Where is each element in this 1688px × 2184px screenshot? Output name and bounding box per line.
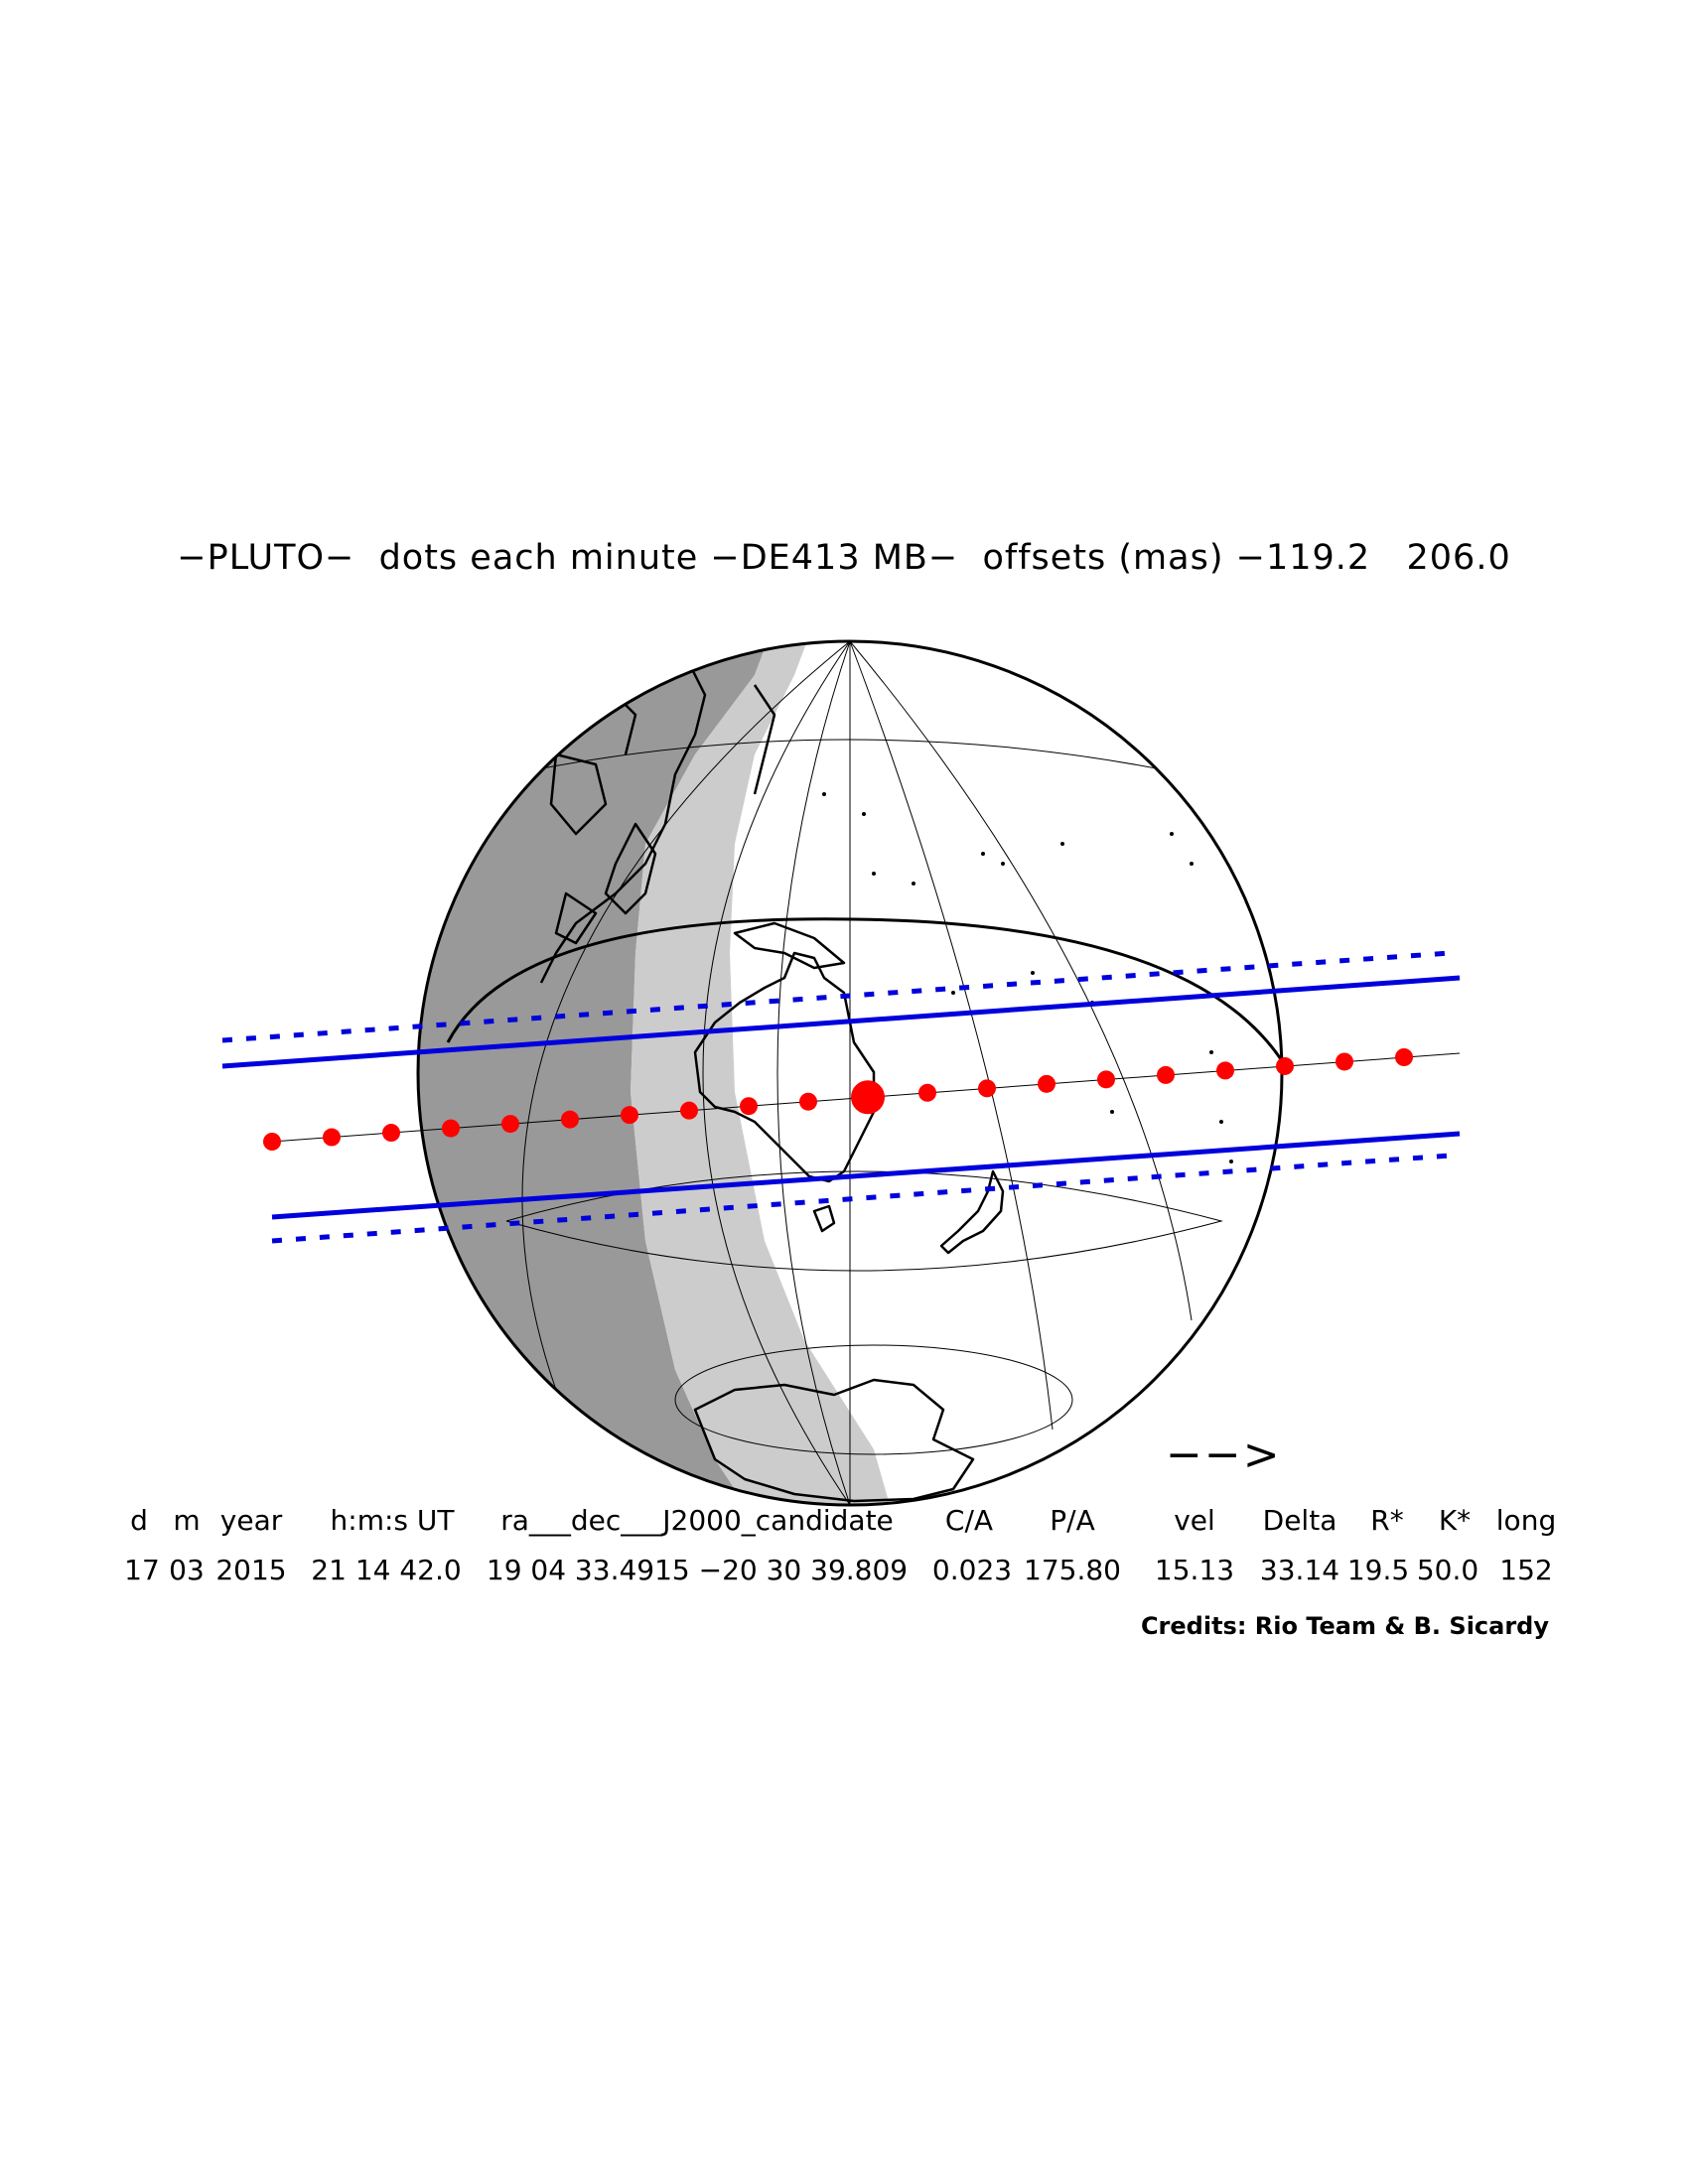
shadow-limit-south [271,1131,1461,1220]
value-month: 03 [169,1554,205,1586]
closest-approach-dot [851,1080,885,1115]
value-pa: 175.80 [1024,1554,1121,1586]
uncertainty-limit-south [271,1153,1451,1244]
header-month: m [173,1504,201,1537]
meridians [521,641,1193,1505]
antarctica-outline [693,1378,975,1503]
minute-dot [382,1124,400,1143]
header-pa: P/A [1050,1504,1095,1537]
parallels [466,739,1232,1455]
header-long: long [1495,1504,1557,1537]
minute-dot [680,1101,698,1120]
value-vel: 15.13 [1154,1554,1235,1586]
credits: Credits: Rio Team & B. Sicardy [1140,1612,1549,1640]
shadow-limit-north [221,975,1461,1069]
minute-dot [621,1106,638,1125]
header-day: d [130,1504,148,1537]
uncertainty-limit-north [221,950,1451,1043]
header-time: h:m:s UT [330,1504,455,1537]
value-kstar: 50.0 [1416,1554,1479,1586]
minute-dot [1216,1061,1234,1080]
value-day: 17 [124,1554,160,1586]
header-vel: vel [1174,1504,1215,1537]
equator-upper [446,917,1282,1063]
minute-dot [918,1083,936,1102]
minute-dot [501,1115,519,1134]
value-coordinates: 19 04 33.4915 −20 30 39.809 [486,1554,909,1586]
new-zealand-outline [939,1169,1005,1255]
minute-dot [561,1110,579,1129]
header-kstar: K* [1438,1504,1472,1537]
minute-dot [978,1079,996,1098]
minute-dot [1097,1070,1115,1089]
minute-dot [1336,1052,1353,1071]
direction-arrow: −−> [1166,1430,1282,1480]
minute-dot [1157,1065,1175,1084]
value-delta: 33.14 [1259,1554,1340,1586]
minute-dot [799,1092,817,1111]
header-year: year [219,1504,283,1537]
minute-dots [263,1048,1413,1151]
minute-dot [740,1097,758,1116]
value-ca: 0.023 [931,1554,1013,1586]
minute-dot [442,1119,460,1138]
header-rstar: R* [1370,1504,1404,1537]
header-coordinates: ra___dec___J2000_candidate [500,1504,894,1537]
value-time: 21 14 42.0 [311,1554,462,1586]
header-delta: Delta [1262,1504,1337,1537]
value-year: 2015 [215,1554,287,1586]
minute-dot [1038,1074,1055,1093]
minute-dot [1395,1048,1413,1066]
minute-dot [263,1133,281,1151]
minute-dot [323,1128,341,1147]
twilight-band [631,641,894,1505]
header-ca: C/A [944,1504,994,1537]
page-title: −PLUTO− dots each minute −DE413 MB− offs… [177,538,1511,578]
value-long: 152 [1499,1554,1553,1586]
minute-dot [1276,1056,1294,1075]
value-rstar: 19.5 [1346,1554,1410,1586]
